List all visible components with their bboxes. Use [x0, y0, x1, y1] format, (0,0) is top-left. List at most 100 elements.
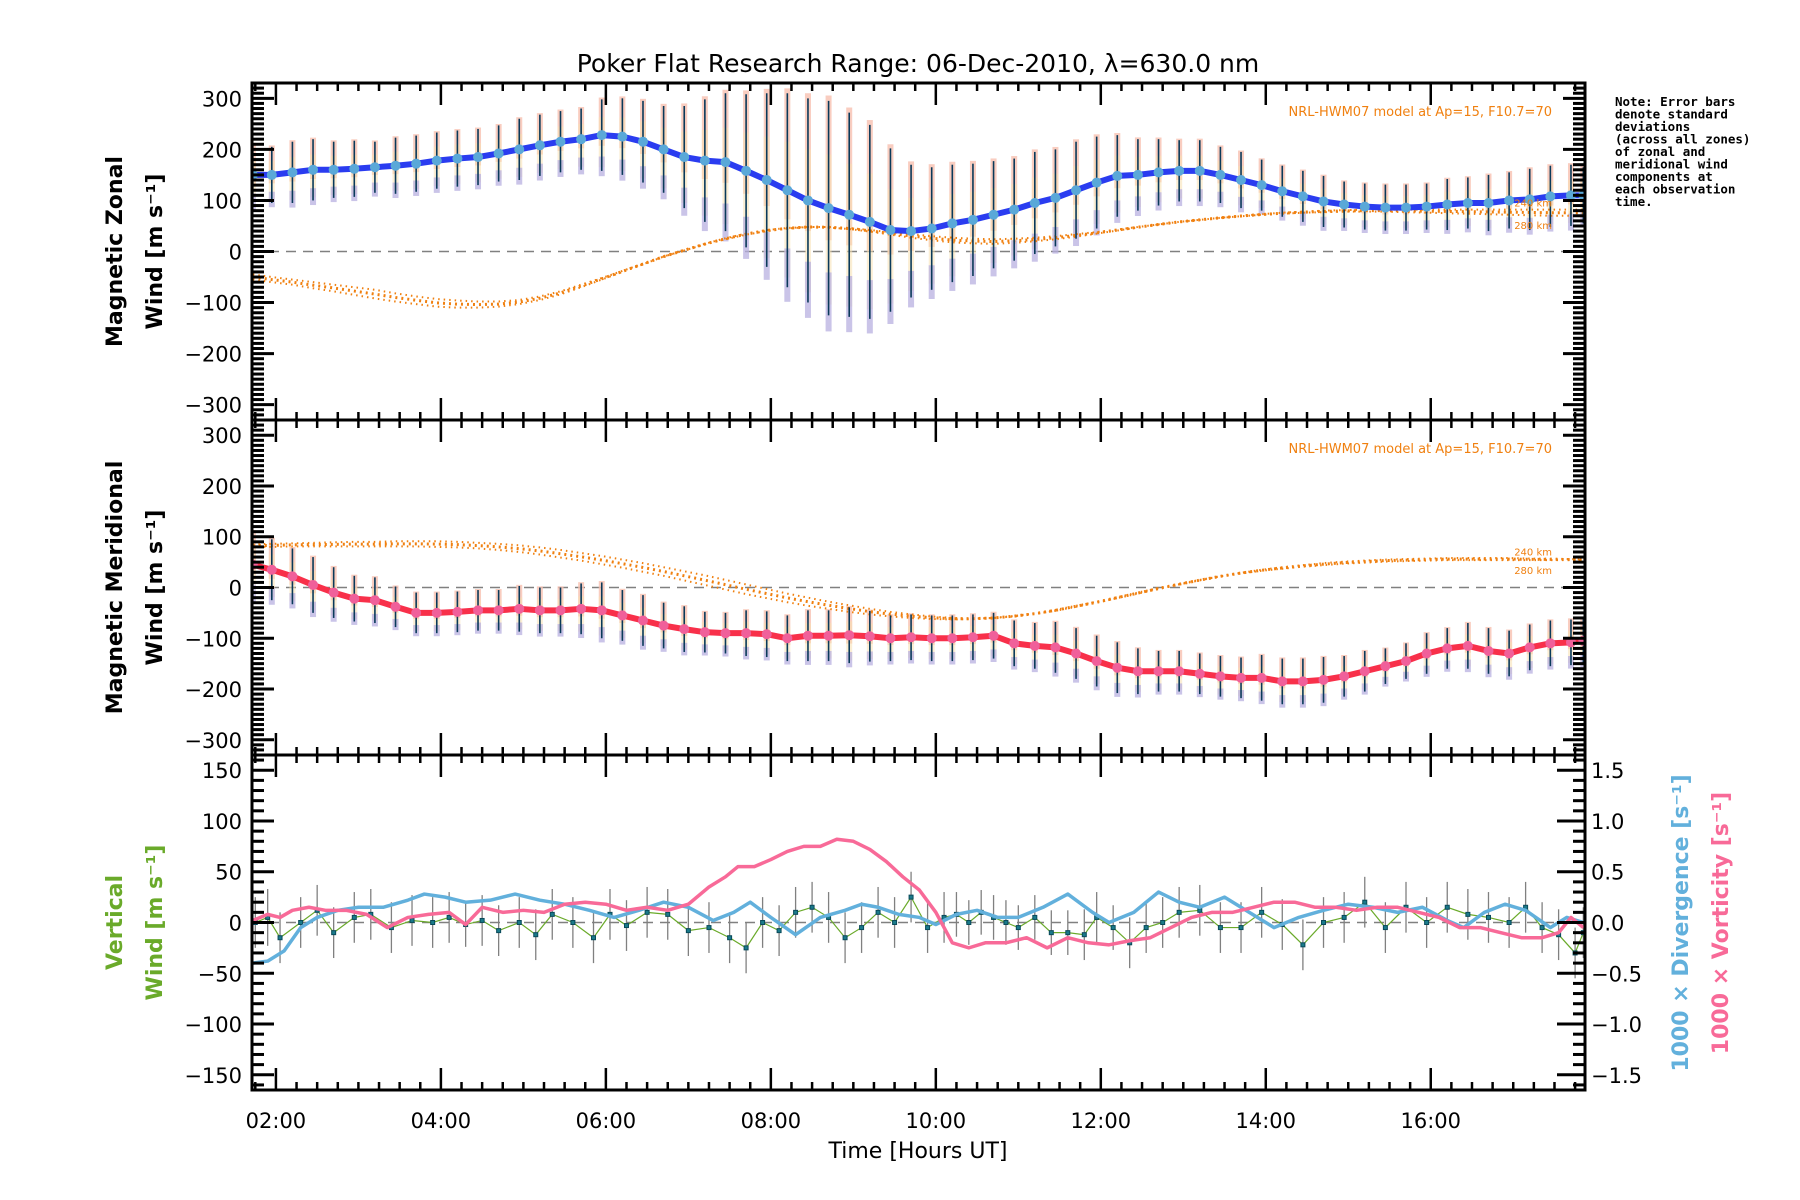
vertical-wind-point — [1176, 909, 1182, 915]
y-tick-label: 300 — [202, 424, 242, 448]
meridional-wind-point — [906, 632, 917, 643]
plot-area — [252, 88, 1585, 334]
meridional-wind-point — [1504, 648, 1515, 659]
meridional-wind-point — [308, 579, 319, 590]
zonal-wind-point — [287, 167, 298, 178]
model-curve — [252, 210, 1584, 309]
model-label-240km: 240 km — [1514, 199, 1552, 210]
zonal-wind-point — [658, 144, 669, 155]
panel-vertical: −150 −100 −50 0 50 100 150 −1.5 −1.0 −0.5 0.0 0.5 1.… — [103, 753, 1734, 1092]
zonal-wind-point — [864, 216, 875, 227]
meridional-wind-point — [761, 629, 772, 640]
vertical-wind-point — [665, 911, 671, 917]
y-axis-title: Wind [m s⁻¹] — [143, 845, 168, 1001]
zonal-wind-point — [411, 158, 422, 169]
x-tick-label: 06:00 — [576, 1109, 637, 1133]
y-tick-label: −100 — [184, 1013, 242, 1037]
vertical-wind-point — [1259, 909, 1265, 915]
zonal-wind-point — [1215, 169, 1226, 180]
model-label-280km: 280 km — [1514, 221, 1552, 232]
zonal-wind-point — [926, 223, 937, 234]
vertical-wind-point — [331, 930, 337, 936]
zonal-wind-point — [1256, 180, 1267, 191]
model-annotation: NRL-HWM07 model at Ap=15, F10.7=70 — [1289, 105, 1553, 120]
x-tick-label: 10:00 — [906, 1109, 967, 1133]
vertical-wind-point — [1032, 914, 1038, 920]
vertical-wind-point — [479, 917, 485, 923]
meridional-wind-point — [1545, 638, 1556, 649]
zonal-wind-point — [967, 214, 978, 225]
zonal-wind-point — [844, 209, 855, 220]
meridional-wind-point — [699, 627, 710, 638]
zonal-wind-point — [1132, 169, 1143, 180]
meridional-wind-point — [1359, 666, 1370, 677]
vertical-wind-point — [908, 894, 914, 900]
zonal-wind-point — [1174, 165, 1185, 176]
zonal-wind-point — [349, 163, 360, 174]
y-tick-label: 200 — [202, 138, 242, 162]
zonal-wind-point — [1029, 197, 1040, 208]
zonal-wind-point — [885, 225, 896, 236]
chart-title: Poker Flat Research Range: 06-Dec-2010, … — [577, 49, 1260, 78]
zonal-wind-point — [988, 209, 999, 220]
y-tick-label: −200 — [184, 343, 242, 367]
zonal-wind-point — [761, 175, 772, 186]
vertical-wind-point — [685, 928, 691, 934]
vertical-wind-point — [1424, 920, 1430, 925]
y-tick-label: −50 — [198, 962, 242, 986]
vertical-wind-point — [1539, 925, 1545, 931]
zonal-wind-point — [1091, 177, 1102, 188]
zonal-wind-point — [1153, 167, 1164, 178]
model-annotation: NRL-HWM07 model at Ap=15, F10.7=70 — [1289, 442, 1553, 457]
vertical-wind-point — [516, 920, 522, 925]
meridional-wind-point — [782, 633, 793, 644]
zonal-wind-point — [1565, 190, 1576, 201]
zonal-wind-point — [576, 134, 587, 145]
zonal-wind-point — [555, 136, 566, 147]
vertical-wind-point — [727, 935, 733, 941]
y-tick-label: −100 — [184, 292, 242, 316]
zonal-wind-point — [1483, 197, 1494, 208]
meridional-wind-point — [617, 610, 628, 621]
meridional-wind-point — [1029, 640, 1040, 651]
y-tick-label: 100 — [202, 810, 242, 834]
vertical-wind-point — [1110, 925, 1116, 931]
note-line: deviations — [1615, 119, 1690, 134]
meridional-wind-point — [1297, 676, 1308, 687]
zonal-wind-point — [699, 155, 710, 166]
meridional-wind-point — [1132, 666, 1143, 677]
zonal-wind-point — [431, 155, 442, 166]
zonal-wind-point — [369, 162, 380, 173]
x-tick-label: 04:00 — [411, 1109, 472, 1133]
vertical-wind-point — [1143, 925, 1149, 931]
vertical-wind-point — [809, 904, 815, 910]
vertical-wind-point — [446, 914, 452, 920]
zonal-wind-point — [1194, 165, 1205, 176]
zonal-wind-point — [1359, 201, 1370, 212]
meridional-wind-point — [1318, 674, 1329, 685]
meridional-wind-point — [493, 605, 504, 616]
y-axis-title: Wind [m s⁻¹] — [143, 174, 168, 330]
zonal-wind-point — [1277, 186, 1288, 197]
vertical-wind-point — [570, 920, 576, 925]
y-tick-label: 150 — [202, 759, 242, 783]
meridional-wind-point — [1524, 642, 1535, 653]
meridional-wind-point — [266, 564, 277, 575]
zonal-wind-point — [534, 140, 545, 151]
y-tick-label: 0 — [229, 241, 242, 265]
zonal-wind-point — [1050, 192, 1061, 203]
x-tick-label: 08:00 — [741, 1109, 802, 1133]
zonal-wind-point — [493, 148, 504, 159]
meridional-wind-point — [514, 603, 525, 614]
zonal-wind-point — [617, 131, 628, 142]
zonal-wind-point — [1318, 196, 1329, 207]
zonal-wind-point — [1401, 202, 1412, 213]
zonal-wind-point — [452, 153, 463, 164]
vertical-wind-point — [743, 945, 749, 951]
meridional-wind-point — [679, 624, 690, 635]
vertical-wind-point — [706, 925, 712, 931]
meridional-wind-point — [1071, 648, 1082, 659]
meridional-wind-point — [576, 603, 587, 614]
